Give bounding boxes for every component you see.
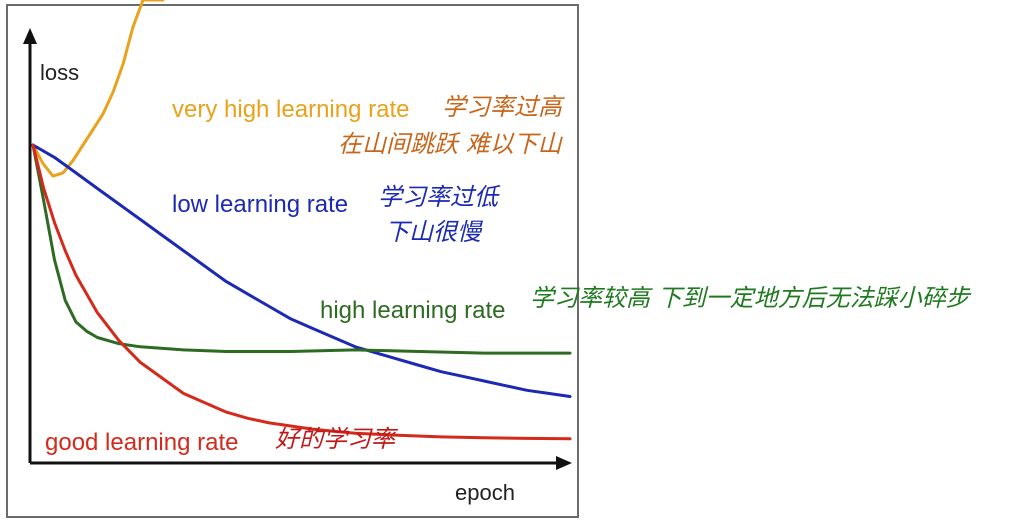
chart-frame <box>6 4 579 518</box>
series-label-high: high learning rate <box>320 297 505 324</box>
annotation-very-high-1: 学习率过高 <box>442 93 565 121</box>
annotation-high: 学习率较高 下到一定地方后无法踩小碎步 <box>530 284 972 312</box>
series-line-high <box>31 143 572 355</box>
annotation-very-high-2: 在山间跳跃 难以下山 <box>338 130 564 158</box>
annotation-low-2: 下山很慢 <box>385 218 483 246</box>
series-layer <box>31 0 572 441</box>
x-axis-arrow <box>556 456 572 470</box>
series-line-very-high <box>31 0 165 178</box>
x-axis-label: epoch <box>455 480 515 505</box>
series-line-low <box>31 143 572 398</box>
annotation-good: 好的学习率 <box>275 425 399 453</box>
series-line-good <box>31 143 572 441</box>
annotation-low-1: 学习率过低 <box>378 183 501 211</box>
series-label-very-high: very high learning rate <box>172 96 409 123</box>
y-axis-label: loss <box>40 60 79 85</box>
y-axis-arrow <box>23 28 37 44</box>
series-label-good: good learning rate <box>45 429 238 456</box>
series-label-low: low learning rate <box>172 191 348 218</box>
